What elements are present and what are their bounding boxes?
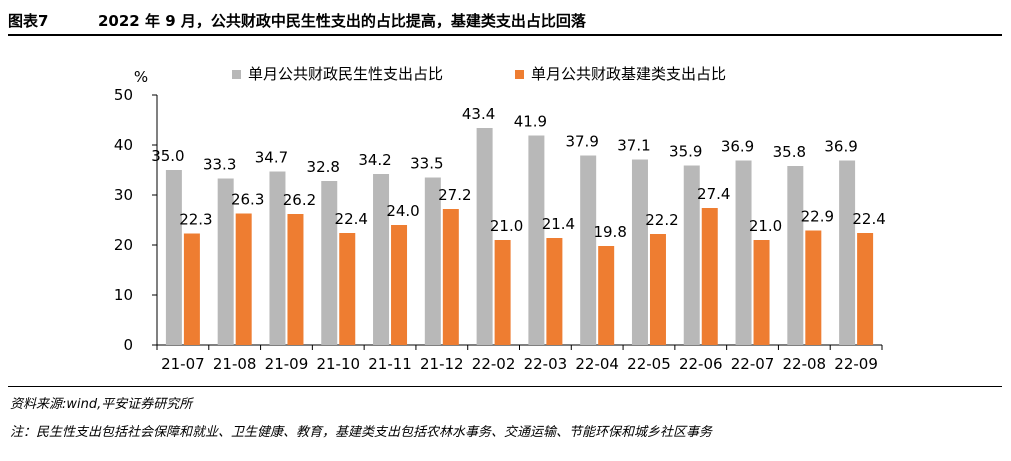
bar-livelihood bbox=[735, 160, 752, 345]
data-label: 27.2 bbox=[438, 186, 471, 204]
data-label: 24.0 bbox=[386, 202, 419, 220]
data-label: 22.4 bbox=[852, 210, 885, 228]
y-tick-label: 30 bbox=[114, 186, 133, 204]
data-label: 21.4 bbox=[542, 215, 575, 233]
bar-infrastructure bbox=[857, 233, 874, 345]
data-label: 37.9 bbox=[565, 133, 598, 151]
y-tick-label: 50 bbox=[114, 86, 133, 104]
bar-livelihood bbox=[269, 171, 286, 345]
bar-livelihood bbox=[683, 165, 700, 345]
x-tick-label: 22-06 bbox=[679, 355, 723, 373]
figure-label: 图表7 bbox=[8, 12, 49, 30]
data-label: 35.8 bbox=[773, 143, 806, 161]
bar-livelihood bbox=[217, 178, 234, 345]
bar-infrastructure bbox=[753, 240, 770, 345]
data-label: 32.8 bbox=[307, 158, 340, 176]
bar-infrastructure bbox=[287, 214, 304, 345]
bar-livelihood bbox=[580, 155, 597, 345]
bars: 21-07 35.0 22.3 21-08 33.3 26.3 21-09 34.7 26.2 2… bbox=[151, 105, 886, 373]
note-text: 注：民生性支出包括社会保障和就业、卫生健康、教育，基建类支出包括农林水事务、交通… bbox=[10, 425, 713, 440]
data-label: 34.2 bbox=[358, 151, 391, 169]
bar-livelihood bbox=[787, 166, 804, 345]
bar-infrastructure bbox=[805, 230, 822, 345]
data-label: 35.9 bbox=[669, 143, 702, 161]
data-label: 19.8 bbox=[593, 223, 626, 241]
legend-label-series2: 单月公共财政基建类支出占比 bbox=[531, 65, 726, 83]
legend: 单月公共财政民生性支出占比 单月公共财政基建类支出占比 bbox=[232, 65, 726, 83]
x-tick-label: 22-07 bbox=[731, 355, 775, 373]
data-label: 21.0 bbox=[749, 217, 782, 235]
bar-livelihood bbox=[165, 170, 182, 345]
data-label: 22.9 bbox=[801, 208, 834, 226]
figure-header: 图表7 2022 年 9 月，公共财政中民生性支出的占比提高，基建类支出占比回落 bbox=[8, 6, 1002, 36]
x-tick-label: 22-02 bbox=[472, 355, 516, 373]
data-label: 22.4 bbox=[335, 210, 368, 228]
bar-infrastructure bbox=[546, 238, 563, 345]
data-label: 35.0 bbox=[151, 147, 184, 165]
bar-livelihood bbox=[839, 160, 856, 345]
bar-livelihood bbox=[631, 159, 648, 345]
x-tick-label: 21-07 bbox=[161, 355, 205, 373]
legend-swatch-series2 bbox=[515, 70, 524, 79]
x-tick-label: 22-03 bbox=[524, 355, 568, 373]
data-label: 22.3 bbox=[179, 211, 212, 229]
data-label: 27.4 bbox=[697, 185, 730, 203]
bar-infrastructure bbox=[235, 213, 252, 345]
legend-label-series1: 单月公共财政民生性支出占比 bbox=[248, 65, 443, 83]
data-label: 43.4 bbox=[462, 105, 495, 123]
x-tick-label: 21-12 bbox=[420, 355, 464, 373]
y-tick-label: 40 bbox=[114, 136, 133, 154]
x-tick-label: 22-04 bbox=[575, 355, 619, 373]
bar-livelihood bbox=[424, 177, 441, 345]
bar-infrastructure bbox=[391, 225, 408, 345]
bar-livelihood bbox=[321, 181, 338, 345]
data-label: 34.7 bbox=[255, 149, 288, 167]
data-label: 37.1 bbox=[617, 137, 650, 155]
legend-swatch-series1 bbox=[232, 70, 241, 79]
x-tick-label: 21-09 bbox=[265, 355, 309, 373]
data-label: 36.9 bbox=[721, 138, 754, 156]
data-label: 41.9 bbox=[514, 113, 547, 131]
bar-infrastructure bbox=[183, 233, 200, 345]
data-label: 33.5 bbox=[410, 155, 443, 173]
y-tick-label: 0 bbox=[123, 336, 133, 354]
x-tick-label: 21-08 bbox=[213, 355, 257, 373]
source-text: 资料来源:wind,平安证券研究所 bbox=[10, 397, 193, 412]
x-tick-label: 22-09 bbox=[834, 355, 878, 373]
bar-livelihood bbox=[476, 128, 493, 345]
bar-infrastructure bbox=[598, 246, 615, 345]
x-tick-label: 22-08 bbox=[783, 355, 827, 373]
data-label: 26.2 bbox=[283, 191, 316, 209]
bar-infrastructure bbox=[649, 234, 666, 345]
bar-livelihood bbox=[373, 174, 390, 345]
data-label: 33.3 bbox=[203, 156, 236, 174]
x-tick-label: 22-05 bbox=[627, 355, 671, 373]
y-unit-label: % bbox=[134, 68, 148, 86]
bar-infrastructure bbox=[701, 208, 718, 345]
bar-infrastructure bbox=[442, 209, 459, 345]
x-tick-label: 21-10 bbox=[316, 355, 360, 373]
figure-title: 2022 年 9 月，公共财政中民生性支出的占比提高，基建类支出占比回落 bbox=[98, 12, 586, 30]
y-tick-label: 10 bbox=[114, 286, 133, 304]
y-tick-label: 20 bbox=[114, 236, 133, 254]
data-label: 36.9 bbox=[824, 138, 857, 156]
bar-livelihood bbox=[528, 135, 545, 345]
bar-infrastructure bbox=[339, 233, 356, 345]
data-label: 22.2 bbox=[645, 211, 678, 229]
data-label: 26.3 bbox=[231, 191, 264, 209]
bar-infrastructure bbox=[494, 240, 511, 345]
figure-footer: 资料来源:wind,平安证券研究所 注：民生性支出包括社会保障和就业、卫生健康、… bbox=[8, 386, 1002, 440]
data-label: 21.0 bbox=[490, 217, 523, 235]
x-tick-label: 21-11 bbox=[368, 355, 412, 373]
